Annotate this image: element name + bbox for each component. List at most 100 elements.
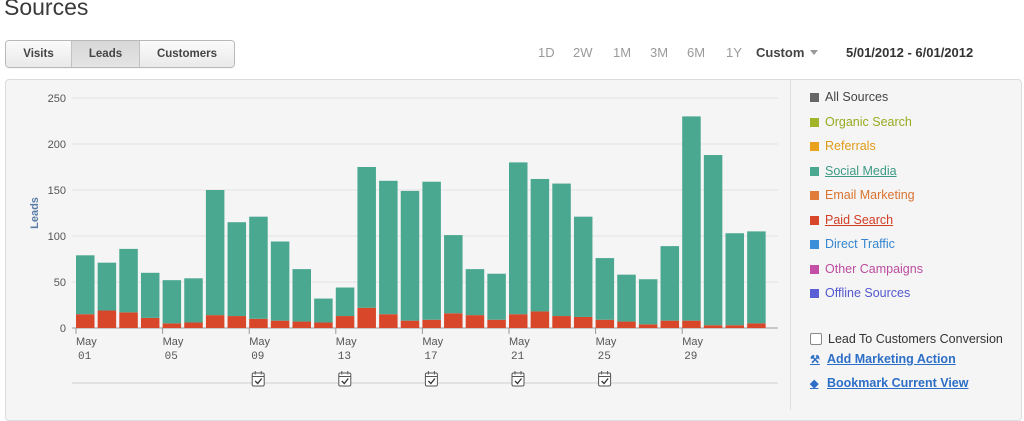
legend-item-social-media[interactable]: Social Media bbox=[810, 164, 897, 178]
chevron-down-icon[interactable] bbox=[810, 50, 818, 55]
legend-swatch bbox=[810, 215, 819, 225]
bar-social-media bbox=[119, 248, 138, 313]
bookmark-view-link[interactable]: ◆ Bookmark Current View bbox=[810, 376, 968, 390]
legend-item-organic-search[interactable]: Organic Search bbox=[810, 115, 912, 129]
bar-paid-search bbox=[725, 325, 744, 328]
bar-paid-search bbox=[444, 313, 463, 328]
range-1y[interactable]: 1Y bbox=[726, 45, 742, 60]
calendar-icon-body bbox=[598, 372, 612, 387]
range-1m[interactable]: 1M bbox=[613, 45, 632, 60]
calendar-icon-body bbox=[338, 372, 352, 387]
add-marketing-action-link[interactable]: ⚒ Add Marketing Action bbox=[810, 352, 956, 366]
bar-social-media bbox=[487, 273, 506, 320]
bar-paid-search bbox=[140, 317, 160, 328]
bar-paid-search bbox=[119, 312, 138, 328]
legend-item-paid-search[interactable]: Paid Search bbox=[810, 213, 893, 227]
calendar-icon-body bbox=[511, 372, 525, 387]
range-custom-dropdown[interactable]: Custom bbox=[756, 45, 805, 60]
bar-paid-search bbox=[682, 320, 701, 328]
bar-social-media bbox=[703, 155, 723, 326]
x-tick-label-month: May bbox=[76, 336, 97, 348]
legend-swatch bbox=[810, 190, 819, 200]
bar-social-media bbox=[747, 231, 766, 324]
bar-social-media bbox=[97, 262, 117, 311]
legend-item-referrals[interactable]: Referrals bbox=[810, 139, 876, 153]
bar-social-media bbox=[184, 278, 203, 323]
range-1d[interactable]: 1D bbox=[538, 45, 555, 60]
bar-social-media bbox=[357, 167, 376, 308]
y-tick-label: 0 bbox=[60, 323, 66, 335]
legend-swatch bbox=[810, 288, 819, 298]
x-tick-label-day: 13 bbox=[338, 351, 351, 363]
legend-item-direct-traffic[interactable]: Direct Traffic bbox=[810, 237, 895, 251]
bar-paid-search bbox=[335, 316, 355, 328]
x-tick-label-day: 17 bbox=[424, 351, 437, 363]
range-2w[interactable]: 2W bbox=[573, 45, 593, 60]
y-tick-label: 100 bbox=[48, 231, 66, 243]
bar-paid-search bbox=[97, 310, 117, 328]
x-tick-label-day: 21 bbox=[511, 351, 525, 363]
legend-label: All Sources bbox=[825, 90, 889, 104]
legend-label: Offline Sources bbox=[825, 286, 911, 300]
bar-social-media bbox=[249, 216, 268, 319]
date-range[interactable]: 5/01/2012 - 6/01/2012 bbox=[846, 45, 974, 60]
bar-social-media bbox=[400, 190, 420, 321]
tab-customers[interactable]: Customers bbox=[140, 41, 234, 67]
page-title: Sources bbox=[4, 0, 89, 20]
bar-paid-search bbox=[227, 316, 247, 328]
y-axis: 0 50 100 150 200 250 bbox=[48, 93, 66, 335]
bar-paid-search bbox=[530, 311, 550, 328]
bar-paid-search bbox=[552, 316, 571, 328]
x-tick-label-month: May bbox=[596, 336, 617, 348]
x-tick-label-day: 05 bbox=[165, 351, 178, 363]
bar-paid-search bbox=[703, 325, 723, 328]
bar-social-media bbox=[530, 178, 550, 312]
bar-social-media bbox=[314, 298, 333, 323]
x-axis: May 01 May 05 May 09 May 13 May 17 May 21 May 25 May 29 bbox=[72, 328, 778, 384]
conversion-checkbox-row[interactable]: Lead To Customers Conversion bbox=[810, 332, 1003, 346]
legend-label: Social Media bbox=[825, 164, 897, 178]
range-3m[interactable]: 3M bbox=[650, 45, 669, 60]
legend-item-all-sources[interactable]: All Sources bbox=[810, 90, 888, 104]
bar-social-media bbox=[444, 235, 463, 314]
legend-label: Other Campaigns bbox=[825, 262, 923, 276]
bar-paid-search bbox=[573, 316, 593, 328]
bar-social-media bbox=[292, 269, 311, 322]
legend-label: Paid Search bbox=[825, 213, 894, 227]
tools-icon: ⚒ bbox=[810, 353, 820, 366]
legend-label: Direct Traffic bbox=[825, 237, 895, 251]
x-tick-label-day: 01 bbox=[78, 351, 92, 363]
bar-paid-search bbox=[270, 320, 290, 328]
bookmark-view-label: Bookmark Current View bbox=[827, 376, 969, 390]
legend-label: Organic Search bbox=[825, 115, 912, 129]
bookmark-icon: ◆ bbox=[810, 377, 819, 390]
range-6m[interactable]: 6M bbox=[687, 45, 706, 60]
bar-social-media bbox=[227, 222, 247, 317]
legend-swatch bbox=[810, 117, 819, 127]
legend-item-email-marketing[interactable]: Email Marketing bbox=[810, 188, 915, 202]
bar-paid-search bbox=[638, 324, 658, 328]
conversion-checkbox[interactable] bbox=[810, 333, 822, 345]
y-tick-label: 50 bbox=[54, 277, 66, 289]
annotation-markers bbox=[251, 371, 612, 387]
bar-paid-search bbox=[292, 321, 311, 328]
bar-social-media bbox=[725, 233, 744, 326]
bar-social-media bbox=[140, 272, 160, 318]
legend-item-offline-sources[interactable]: Offline Sources bbox=[810, 286, 910, 300]
bar-social-media bbox=[552, 183, 571, 317]
y-tick-label: 150 bbox=[48, 185, 66, 197]
x-tick-label-month: May bbox=[163, 336, 184, 348]
tab-visits[interactable]: Visits bbox=[6, 41, 72, 67]
check-icon bbox=[341, 378, 349, 385]
bar-social-media bbox=[76, 255, 95, 315]
legend-swatch bbox=[810, 264, 819, 274]
bar-paid-search bbox=[205, 315, 225, 328]
tab-leads[interactable]: Leads bbox=[72, 41, 140, 67]
legend-item-other-campaigns[interactable]: Other Campaigns bbox=[810, 262, 923, 276]
bar-social-media bbox=[573, 216, 593, 317]
bar-social-media bbox=[617, 274, 636, 322]
legend-swatch bbox=[810, 92, 819, 102]
bar-paid-search bbox=[422, 319, 441, 328]
check-icon bbox=[254, 378, 263, 385]
